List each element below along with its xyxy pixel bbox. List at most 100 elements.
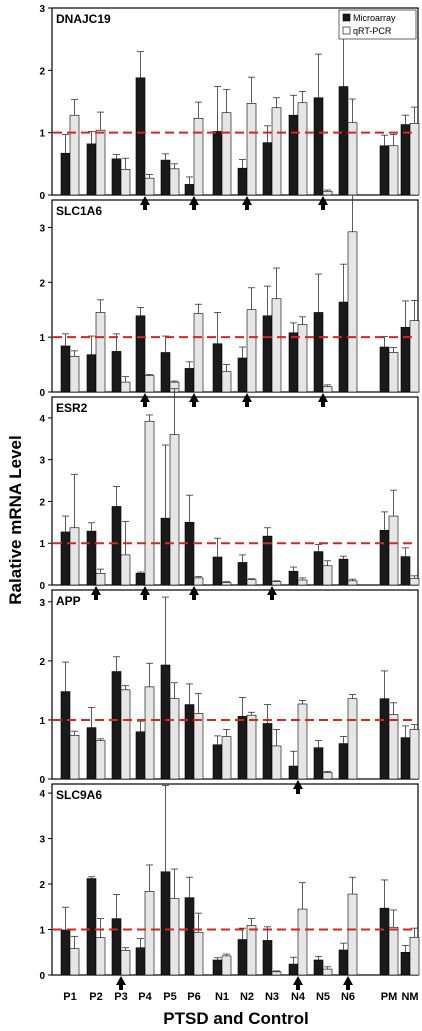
bar-qrtpcr [322,565,333,586]
arrow-marker-shaft [192,401,196,407]
bar-qrtpcr [144,686,155,780]
bar-microarray [212,959,223,976]
bar-microarray [184,184,195,196]
bar-microarray [212,131,223,196]
y-tick-label: 0 [39,388,45,399]
bar-qrtpcr [95,573,106,586]
bar-microarray [184,368,195,393]
x-category-labels: P1 P2 P3 P4 P5 P6 N1 N2 N3 N4 N5 N6 PM NM [63,991,418,1003]
panel-frame [51,396,419,586]
bar-qrtpcr [193,313,204,393]
bar-qrtpcr [409,936,420,976]
bar-microarray [111,506,122,586]
arrow-marker-shaft [296,984,300,990]
bar-qrtpcr [409,729,420,780]
bar-microarray [135,947,146,976]
arrow-marker-shaft [192,204,196,210]
bar-microarray [313,97,324,196]
bar-qrtpcr [322,190,333,196]
bar-qrtpcr [271,745,282,780]
x-tick-label: P5 [163,991,176,1003]
y-tick-label: 1 [39,716,45,727]
y-tick-label: 1 [39,129,45,140]
bar-microarray [86,143,97,196]
bar-microarray [237,562,248,586]
bar-microarray [288,114,299,196]
y-tick-label: 2 [39,880,45,891]
bar-microarray [313,959,324,976]
bar-microarray [262,723,273,780]
bar-qrtpcr [388,926,399,976]
bar-microarray [160,352,171,393]
bar-microarray [212,744,223,780]
arrow-marker-shaft [346,984,350,990]
panel-title: ESR2 [56,401,88,415]
legend-label-microarray: Microarray [353,13,396,23]
bar-qrtpcr [297,324,308,393]
bar-microarray [60,152,71,196]
bar-qrtpcr [144,891,155,976]
panel-title: APP [56,594,81,608]
x-tick-label: P6 [187,991,200,1003]
arrow-marker-shaft [192,594,196,600]
bar-microarray [313,747,324,780]
bar-microarray [400,124,411,196]
bar-microarray [237,167,248,196]
bar-microarray [237,716,248,780]
y-tick-label: 3 [39,4,45,15]
bar-qrtpcr [69,356,80,393]
bar-qrtpcr [388,352,399,393]
y-tick-label: 2 [39,497,45,508]
bar-qrtpcr [246,103,257,196]
bar-microarray [237,357,248,393]
bar-microarray [60,531,71,586]
bar-microarray [212,556,223,586]
panel-frame [51,589,419,780]
arrow-marker [343,976,353,985]
bar-qrtpcr [69,734,80,780]
bar-qrtpcr [120,381,131,393]
bar-microarray [379,907,390,976]
bar-microarray [288,765,299,780]
bar-qrtpcr [409,578,420,586]
bar-microarray [111,351,122,393]
bar-qrtpcr [95,937,106,976]
bar-qrtpcr [193,931,204,976]
bar-microarray [212,343,223,393]
y-tick-label: 0 [39,775,45,786]
bar-microarray [160,664,171,780]
bar-qrtpcr [271,298,282,393]
y-tick-label: 3 [39,223,45,234]
legend: Microarray qRT-PCR [338,9,417,40]
bar-qrtpcr [193,713,204,780]
bar-microarray [288,963,299,976]
x-tick-label: PM [381,991,398,1003]
arrow-marker-shaft [245,204,249,210]
bar-qrtpcr [388,515,399,586]
arrow-marker-shaft [94,594,98,600]
y-tick-label: 1 [39,333,45,344]
bar-qrtpcr [193,118,204,196]
bar-qrtpcr [297,102,308,196]
bar-microarray [160,871,171,976]
x-tick-label: P4 [138,991,152,1003]
bar-qrtpcr [120,554,131,586]
arrow-marker-shaft [143,594,147,600]
arrow-marker-shaft [143,204,147,210]
x-tick-label: N2 [240,991,254,1003]
bar-qrtpcr [246,925,257,976]
y-tick-label: 3 [39,598,45,609]
legend-label-qrtpcr: qRT-PCR [353,26,392,36]
bar-microarray [288,570,299,586]
bar-qrtpcr [347,893,358,976]
bar-microarray [86,727,97,780]
x-tick-label: P1 [63,991,76,1003]
arrow-marker-shaft [119,984,123,990]
bar-qrtpcr [221,955,232,976]
y-tick-label: 2 [39,657,45,668]
bar-microarray [135,731,146,780]
arrow-marker [116,976,126,985]
panel-slc1a6: 0 1 2 3 SLC1A6 [39,194,420,407]
arrow-marker-shaft [270,594,274,600]
y-tick-label: 2 [39,278,45,289]
